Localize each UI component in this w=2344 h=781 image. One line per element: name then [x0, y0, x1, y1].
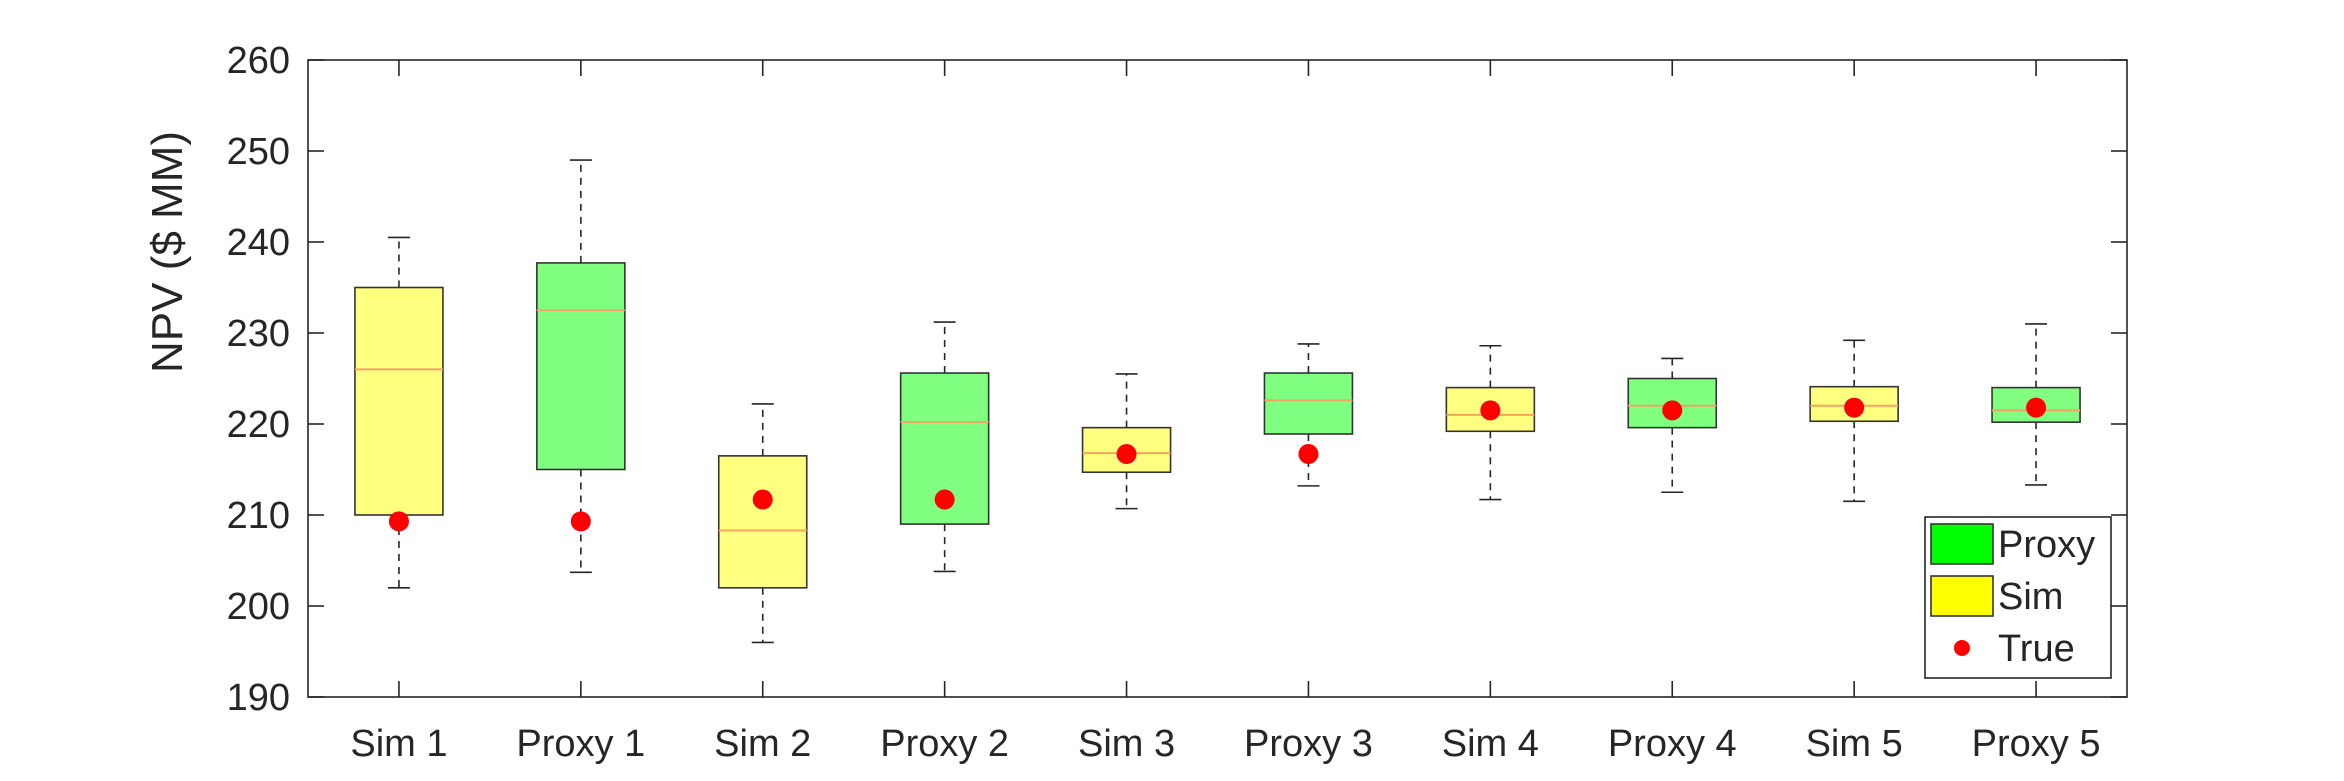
iqr-box — [1263, 372, 1354, 435]
true-value-marker — [934, 489, 955, 510]
legend-label-sim: Sim — [1998, 576, 2063, 618]
box-proxy-2 — [899, 321, 990, 573]
box-sim-4 — [1445, 344, 1536, 501]
y-tick-label: 200 — [227, 586, 290, 628]
box-sim-1 — [354, 236, 444, 589]
true-value-marker — [1844, 397, 1865, 418]
legend-swatch-sim — [1930, 575, 1994, 617]
true-value-marker — [1298, 444, 1319, 465]
y-tick-label: 190 — [227, 677, 290, 719]
box-proxy-4 — [1627, 357, 1718, 494]
y-tick-label: 210 — [227, 495, 290, 537]
x-tick-label: Sim 3 — [1078, 723, 1175, 765]
x-tick-label: Sim 1 — [350, 723, 447, 765]
x-tick-label: Proxy 1 — [516, 723, 645, 765]
box-sim-5 — [1809, 339, 1899, 503]
legend-swatch-proxy — [1930, 523, 1994, 565]
true-value-marker — [2026, 397, 2047, 418]
true-value-marker — [1662, 400, 1683, 421]
x-tick-label: Proxy 4 — [1608, 723, 1737, 765]
x-tick-label: Proxy 5 — [1972, 723, 2101, 765]
x-tick-label: Proxy 2 — [880, 723, 1009, 765]
y-tick-label: 260 — [227, 40, 290, 82]
x-tick-label: Sim 5 — [1806, 723, 1903, 765]
true-value-marker — [388, 511, 409, 532]
legend-label-true: True — [1998, 628, 2075, 670]
y-tick-label: 240 — [227, 222, 290, 264]
iqr-box — [717, 455, 808, 589]
x-tick-label: Sim 2 — [714, 723, 811, 765]
true-value-marker — [752, 489, 773, 510]
legend-marker-true — [1954, 640, 1970, 656]
axes-frame — [307, 59, 2128, 698]
true-value-marker — [1480, 400, 1501, 421]
y-axis-label: NPV ($ MM) — [143, 131, 192, 373]
box-sim-3 — [1081, 373, 1172, 510]
true-value-marker — [1116, 444, 1137, 465]
box-sim-2 — [717, 403, 808, 644]
x-tick-label: Proxy 3 — [1244, 723, 1373, 765]
x-tick-label: Sim 4 — [1442, 723, 1539, 765]
y-tick-label: 230 — [227, 313, 290, 355]
y-tick-label: 250 — [227, 131, 290, 173]
y-tick-label: 220 — [227, 404, 290, 446]
box-proxy-3 — [1263, 343, 1354, 487]
legend-label-proxy: Proxy — [1998, 524, 2095, 566]
iqr-box — [354, 286, 444, 516]
true-value-marker — [570, 511, 591, 532]
box-proxy-5 — [1991, 323, 2081, 486]
plot-area — [308, 60, 2127, 697]
legend: Proxy Sim True — [1924, 516, 2112, 679]
box-proxy-1 — [536, 159, 626, 574]
axes: 190 200 210 220 230 240 250 260 Sim 1 Proxy 1 Sim … — [227, 40, 2128, 765]
iqr-box — [536, 262, 626, 471]
